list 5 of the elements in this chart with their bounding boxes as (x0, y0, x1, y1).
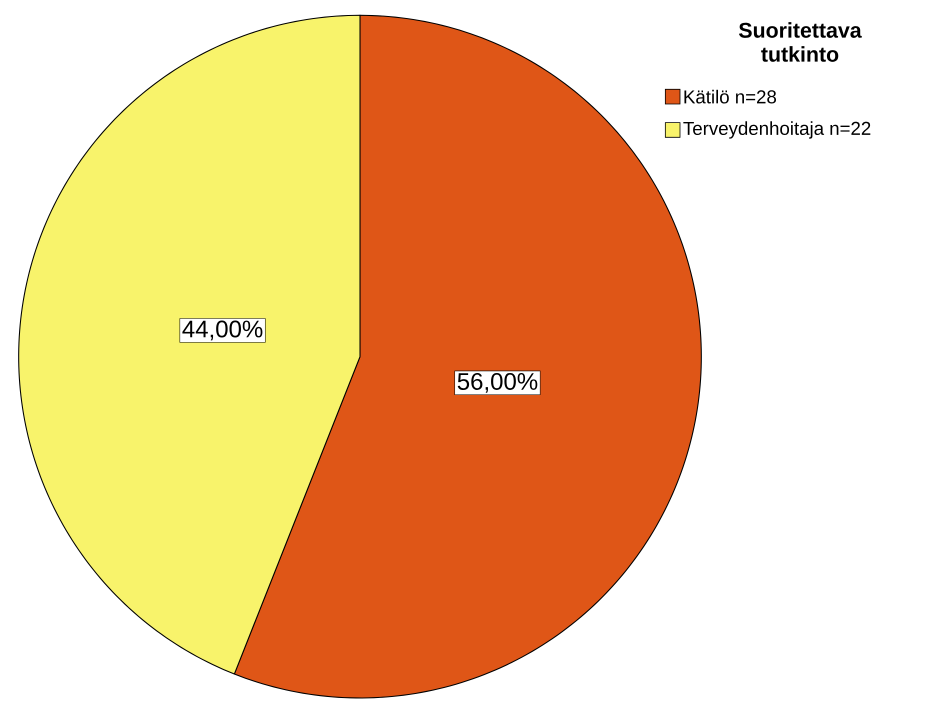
data-label: 56,00% (458, 372, 538, 393)
legend-label: Terveydenhoitaja n=22 (683, 121, 870, 139)
legend-title: Suoritettava tutkinto (738, 22, 862, 62)
legend-label: Kätilö n=28 (684, 90, 776, 104)
data-label: 44,00% (182, 320, 262, 340)
